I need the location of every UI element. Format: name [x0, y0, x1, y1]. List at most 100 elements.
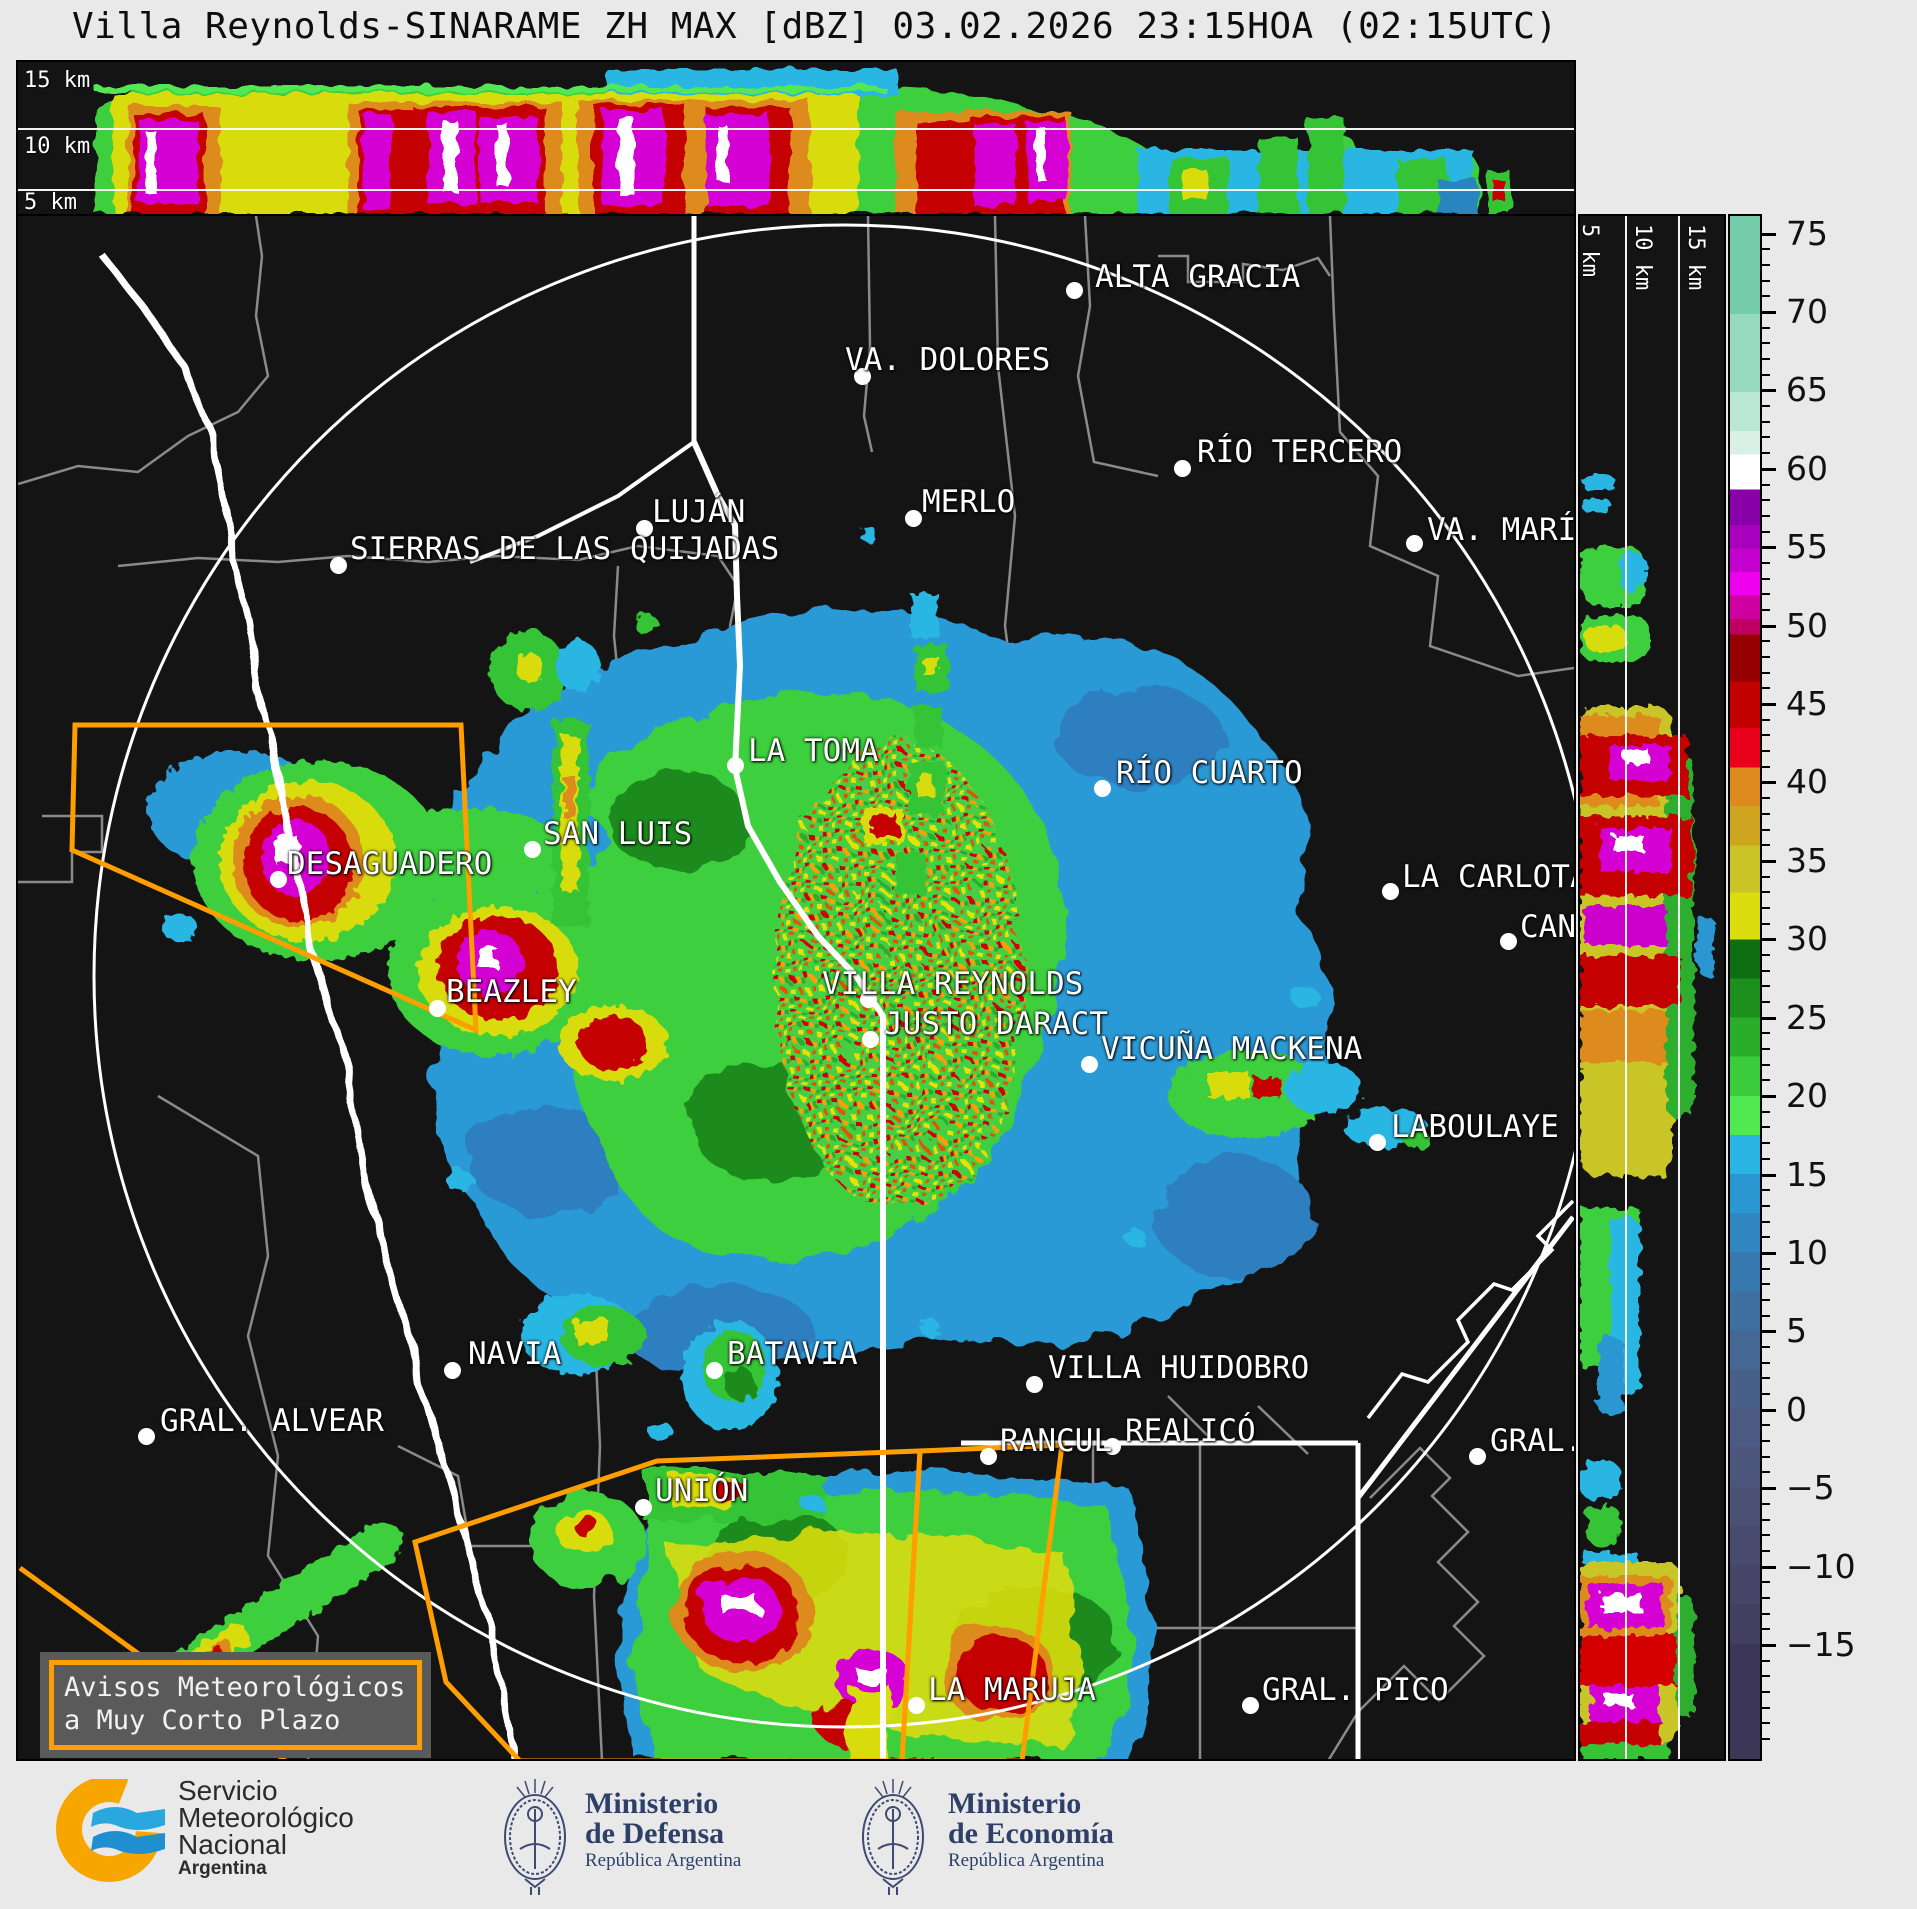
city-label: VILLA HUIDOBRO: [1048, 1350, 1310, 1386]
colorbar-tick-label: −15: [1786, 1624, 1856, 1664]
colorbar-tick: [1762, 922, 1770, 925]
colorbar-tick: [1762, 969, 1770, 972]
colorbar-tick: [1762, 938, 1776, 942]
smn-line2: Meteorológico: [178, 1802, 354, 1833]
colorbar-tick-label: 70: [1786, 292, 1828, 331]
colorbar-tick: [1762, 342, 1770, 345]
colorbar-tick: [1762, 703, 1776, 707]
footer: Servicio Meteorológico Nacional Argentin…: [0, 1761, 1917, 1909]
city-dot: [860, 991, 877, 1008]
colorbar-tick: [1762, 656, 1770, 658]
xz-5km-gridline: [18, 189, 1574, 191]
city-label: GRAL.: [1490, 1423, 1576, 1459]
colorbar-tick-label: 20: [1786, 1076, 1828, 1116]
city-dot: [706, 1362, 723, 1379]
colorbar-tick: [1762, 467, 1776, 471]
economia-coat-of-arms: [853, 1769, 933, 1903]
warning-legend-line1: Avisos Meteorológicos: [64, 1672, 406, 1703]
colorbar-tick-label: 45: [1786, 684, 1828, 724]
warning-legend-line2: a Muy Corto Plazo: [64, 1705, 341, 1736]
city-dot: [138, 1428, 155, 1445]
city-dot: [1369, 1134, 1386, 1151]
page-title: Villa Reynolds-SINARAME ZH MAX [dBZ] 03.…: [72, 6, 1558, 47]
colorbar-tick: [1762, 1377, 1770, 1380]
city-dot: [444, 1362, 461, 1379]
colorbar-tick: [1762, 1330, 1776, 1334]
defensa-wordmark: Ministerio de Defensa República Argentin…: [585, 1789, 741, 1873]
colorbar-tick-label: 15: [1786, 1154, 1828, 1194]
city-label: RÍO TERCERO: [1197, 434, 1403, 470]
city-dot: [854, 368, 871, 385]
defensa-line3: República Argentina: [585, 1850, 742, 1871]
colorbar-tick: [1762, 1487, 1776, 1491]
xz-label-15km: 15 km: [24, 68, 91, 93]
colorbar-tick: [1762, 765, 1770, 768]
defensa-line2: de Defensa: [585, 1817, 725, 1850]
colorbar-tick: [1762, 859, 1776, 863]
colorbar-tick: [1762, 1440, 1770, 1443]
colorbar-tick: [1762, 828, 1770, 831]
city-dot: [635, 1499, 652, 1516]
route-river-borders: [92, 216, 1574, 1759]
city-label: BEAZLEY: [446, 974, 577, 1010]
colorbar-tick: [1762, 1628, 1770, 1631]
colorbar-tick-label: 0: [1786, 1389, 1807, 1429]
colorbar-tick-label: −10: [1786, 1546, 1856, 1586]
city-dot: [905, 510, 922, 527]
colorbar-tick: [1762, 358, 1770, 361]
city-label: VICUÑA MACKENA: [1101, 1031, 1363, 1067]
colorbar-tick: [1762, 1095, 1776, 1099]
colorbar-tick: [1762, 514, 1770, 517]
smn-logo-icon: [56, 1776, 165, 1882]
colorbar-tick: [1762, 1298, 1770, 1301]
colorbar-tick: [1762, 1063, 1770, 1066]
colorbar-tick: [1762, 232, 1776, 236]
colorbar-tick: [1762, 985, 1770, 988]
radar-echo-layer: [138, 526, 1430, 1759]
xz-10km-gridline: [18, 128, 1574, 130]
colorbar-tick: [1762, 906, 1770, 909]
city-dot: [1242, 1697, 1259, 1714]
colorbar-tick-label: 10: [1786, 1232, 1828, 1272]
colorbar-tick-label: 50: [1786, 605, 1828, 645]
colorbar-tick: [1762, 593, 1770, 596]
defensa-coat-of-arms: [495, 1769, 575, 1903]
smn-logo: [55, 1776, 170, 1888]
city-dot: [1406, 535, 1423, 552]
colorbar-tick: [1762, 1659, 1770, 1662]
city-dot: [1469, 1448, 1486, 1465]
colorbar-tick: [1762, 1110, 1770, 1113]
city-dot: [1174, 460, 1191, 477]
colorbar-tick: [1762, 1142, 1770, 1145]
coat-of-arms-icon: [504, 1779, 566, 1895]
colorbar-tick: [1762, 1157, 1770, 1160]
colorbar-tick-label: 5: [1786, 1311, 1807, 1351]
colorbar-tick: [1762, 577, 1770, 580]
city-label: NAVIA: [468, 1336, 562, 1372]
colorbar-tick-label: 25: [1786, 997, 1828, 1037]
colorbar-tick-label: 65: [1786, 370, 1828, 410]
city-dot: [1081, 1056, 1098, 1073]
colorbar-tick: [1762, 1079, 1770, 1082]
colorbar-tick: [1762, 405, 1770, 408]
city-label: MERLO: [922, 484, 1016, 520]
colorbar-tick: [1762, 1549, 1770, 1552]
colorbar-tick: [1762, 420, 1770, 423]
city-dot: [524, 841, 541, 858]
economia-line1: Ministerio: [948, 1787, 1082, 1820]
city-dot: [636, 520, 653, 537]
colorbar-tick: [1762, 1189, 1770, 1192]
colorbar-tick: [1762, 1048, 1770, 1051]
city-dot: [429, 1000, 446, 1017]
dbz-colorbar: [1728, 214, 1762, 1761]
colorbar-tick: [1762, 1267, 1770, 1270]
smn-line4: Argentina: [178, 1858, 267, 1879]
city-dot: [1026, 1376, 1043, 1393]
city-label: VILLA REYNOLDS: [822, 966, 1084, 1002]
smn-line3: Nacional: [178, 1829, 287, 1860]
colorbar-tick: [1762, 734, 1770, 737]
colorbar-tick: [1762, 1283, 1770, 1286]
colorbar-tick: [1762, 530, 1770, 533]
colorbar-tick: [1762, 499, 1770, 502]
colorbar-tick: [1762, 546, 1776, 550]
